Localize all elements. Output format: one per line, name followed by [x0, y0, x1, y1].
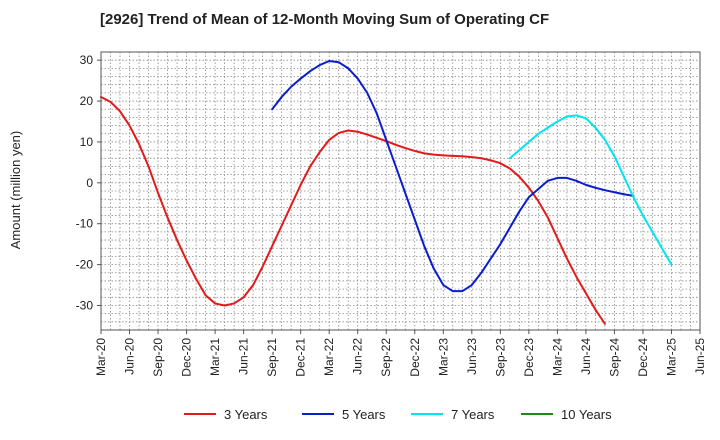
y-tick-label: 30	[80, 53, 94, 67]
y-axis-ticks: 30 20 10 0 -10 -20 -30	[76, 53, 101, 312]
x-tick-label: Dec-20	[180, 338, 194, 377]
x-tick-label: Jun-22	[351, 338, 365, 375]
x-tick-label: Sep-22	[379, 338, 393, 377]
y-tick-label: 20	[80, 94, 94, 108]
legend-label: 5 Years	[342, 407, 386, 422]
x-axis-ticks: Mar-20 Jun-20 Sep-20 Dec-20 Mar-21 Jun-21 Sep-…	[94, 330, 707, 377]
legend: 3 Years 5 Years 7 Years 10 Years	[184, 407, 612, 422]
series-lines	[100, 59, 673, 325]
x-tick-label: Dec-21	[294, 338, 308, 377]
x-tick-label: Jun-25	[693, 338, 707, 375]
x-tick-label: Sep-20	[151, 338, 165, 377]
legend-label: 7 Years	[451, 407, 495, 422]
x-tick-label: Sep-21	[265, 338, 279, 377]
x-tick-label: Jun-24	[579, 338, 593, 375]
x-tick-label: Jun-20	[123, 338, 137, 375]
x-tick-label: Sep-24	[607, 338, 621, 377]
x-tick-label: Mar-25	[664, 338, 678, 376]
x-tick-label: Dec-24	[636, 338, 650, 377]
plot-frame	[100, 51, 701, 331]
x-tick-label: Mar-23	[436, 338, 450, 376]
series-line-2	[271, 59, 635, 293]
x-tick-label: Jun-23	[465, 338, 479, 375]
x-tick-label: Mar-24	[550, 338, 564, 376]
y-tick-label: -20	[76, 258, 94, 272]
x-tick-label: Dec-23	[522, 338, 536, 377]
x-tick-label: Mar-20	[94, 338, 108, 376]
x-tick-label: Dec-22	[408, 338, 422, 377]
legend-label: 10 Years	[561, 407, 612, 422]
y-axis-label: Amount (million yen)	[8, 131, 23, 250]
y-tick-label: 0	[86, 176, 93, 190]
series-line-1	[100, 95, 606, 325]
x-tick-label: Mar-21	[208, 338, 222, 376]
y-tick-label: -10	[76, 217, 94, 231]
legend-label: 3 Years	[224, 407, 268, 422]
x-tick-label: Sep-23	[493, 338, 507, 377]
x-tick-label: Mar-22	[322, 338, 336, 376]
y-tick-label: 10	[80, 135, 94, 149]
series-line-3	[508, 114, 673, 266]
x-tick-label: Jun-21	[237, 338, 251, 375]
plot-border	[100, 51, 701, 331]
y-tick-label: -30	[76, 298, 94, 312]
chart-title: [2926] Trend of Mean of 12-Month Moving …	[100, 11, 549, 28]
